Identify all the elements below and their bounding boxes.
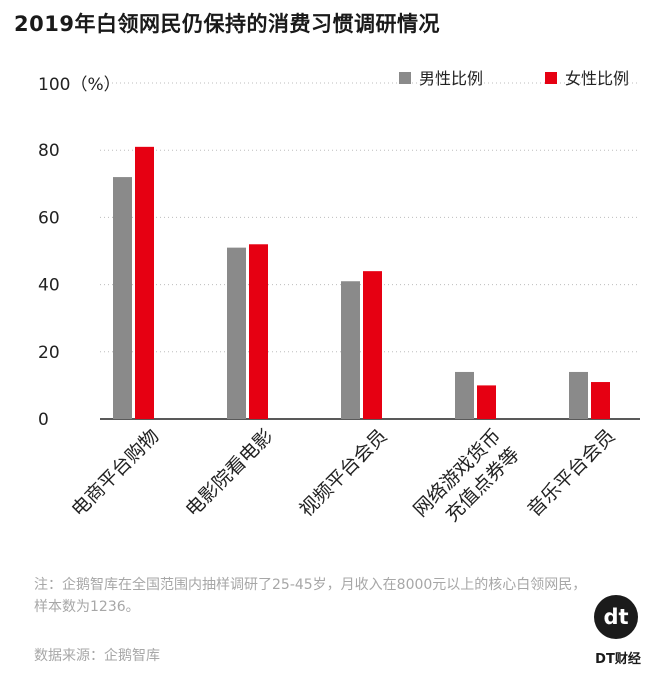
y-tick-labels: 0 20 40 60 80 <box>38 141 60 430</box>
legend-swatch <box>545 72 557 84</box>
brand-name: DT财经 <box>595 652 641 667</box>
legend-label: 男性比例 <box>419 69 483 88</box>
dt-logo-icon: dt <box>594 595 638 639</box>
y-tick-label: 80 <box>38 141 60 161</box>
y-tick-label: 0 <box>38 410 49 430</box>
bar-male <box>455 371 474 419</box>
y-axis-label: 100（%） <box>38 75 121 95</box>
y-tick-label: 20 <box>38 343 60 363</box>
category-label: 电影院看电影 <box>181 425 277 521</box>
bar-male <box>341 281 360 419</box>
bar-male <box>569 371 588 419</box>
category-label: 网络游戏货币充值点券等 <box>409 425 524 540</box>
bar-male <box>113 177 132 419</box>
category-label: 视频平台会员 <box>295 425 391 521</box>
legend: 男性比例 女性比例 <box>399 69 629 88</box>
bar-female <box>363 271 382 419</box>
footnote: 注：企鹅智库在全国范围内抽样调研了25-45岁，月收入在8000元以上的核心白领… <box>34 577 587 615</box>
category-labels: 电商平台购物 电影院看电影 视频平台会员 网络游戏货币充值点券等 音乐平台会员 <box>67 425 619 540</box>
y-tick-label: 40 <box>38 276 60 296</box>
chart-title: 2019年白领网民仍保持的消费习惯调研情况 <box>14 12 440 36</box>
legend-swatch <box>399 72 411 84</box>
bar-female <box>249 244 268 419</box>
bar-chart: 0 20 40 60 80 电商平台购物 电影院看电影 视频平台会员 网络游戏货币充值点券等音… <box>38 69 640 540</box>
y-tick-label: 60 <box>38 208 60 228</box>
bar-female <box>477 385 496 419</box>
bar-female <box>591 382 610 419</box>
bar-female <box>135 146 154 419</box>
category-label: 电商平台购物 <box>67 425 163 521</box>
bars <box>113 146 610 419</box>
bar-male <box>227 247 246 419</box>
data-source: 数据来源：企鹅智库 <box>34 648 160 664</box>
legend-label: 女性比例 <box>565 69 629 88</box>
category-label: 音乐平台会员 <box>523 425 619 521</box>
